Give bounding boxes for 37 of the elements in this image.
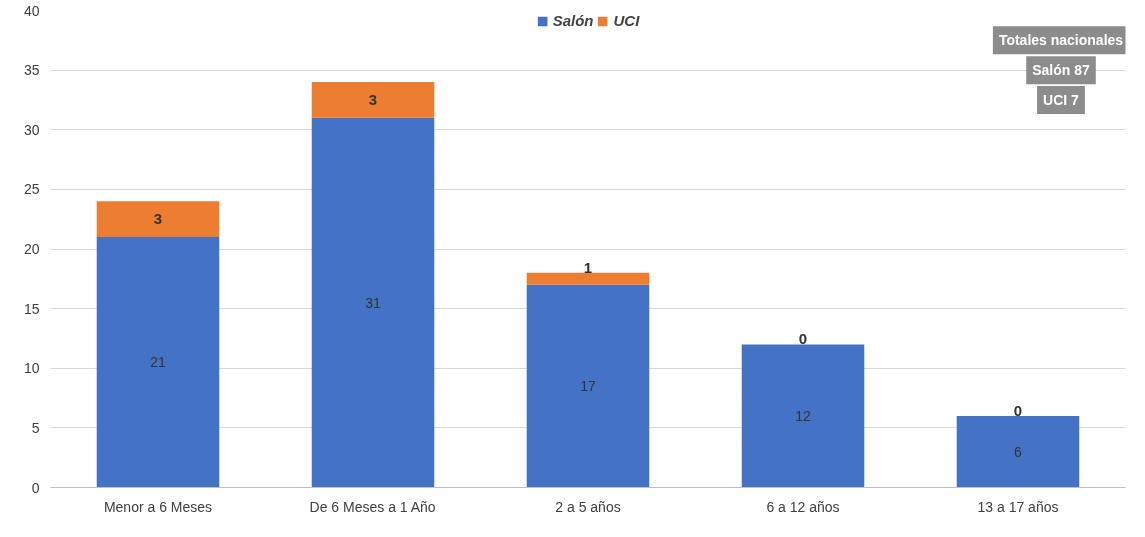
- data-label: 0: [798, 330, 808, 348]
- bar: [526, 284, 650, 488]
- annotation: UCI 7: [1043, 91, 1080, 108]
- legend-label: Salón: [552, 12, 594, 29]
- y-tick-label: 10: [23, 360, 40, 377]
- x-tick-label: 2 a 5 años: [555, 498, 621, 515]
- bar: [526, 272, 650, 285]
- data-label: 6: [1014, 443, 1023, 460]
- y-tick-label: 25: [23, 181, 40, 198]
- data-label: 17: [580, 378, 596, 395]
- x-tick-label: 6 a 12 años: [766, 498, 840, 515]
- y-tick-label: 35: [23, 62, 40, 79]
- y-tick-label: 30: [23, 121, 40, 138]
- y-tick-label: 0: [31, 479, 40, 496]
- data-label: 31: [365, 294, 381, 311]
- bar: [956, 415, 1080, 488]
- x-tick-label: 13 a 17 años: [977, 498, 1059, 515]
- data-label: 3: [153, 210, 163, 228]
- x-tick-label: Menor a 6 Meses: [103, 498, 213, 515]
- annotation: Totales nacionales: [998, 32, 1124, 49]
- bar: [741, 344, 865, 488]
- bar: [96, 237, 220, 488]
- data-label: 0: [1013, 401, 1023, 419]
- y-tick-label: 15: [23, 300, 40, 317]
- y-tick-label: 40: [23, 2, 40, 19]
- data-label: 21: [150, 354, 166, 371]
- bar: [311, 117, 435, 488]
- y-tick-label: 20: [23, 241, 40, 257]
- x-tick-label: De 6 Meses a 1 Año: [309, 498, 436, 515]
- y-tick-label: 5: [31, 419, 40, 436]
- legend-label: UCI: [613, 12, 640, 29]
- bar: [311, 82, 435, 118]
- data-label: 3: [368, 90, 378, 108]
- data-label: 12: [795, 407, 811, 424]
- annotation: Salón 87: [1032, 62, 1090, 79]
- bar: [96, 201, 220, 238]
- data-label: 1: [583, 258, 593, 276]
